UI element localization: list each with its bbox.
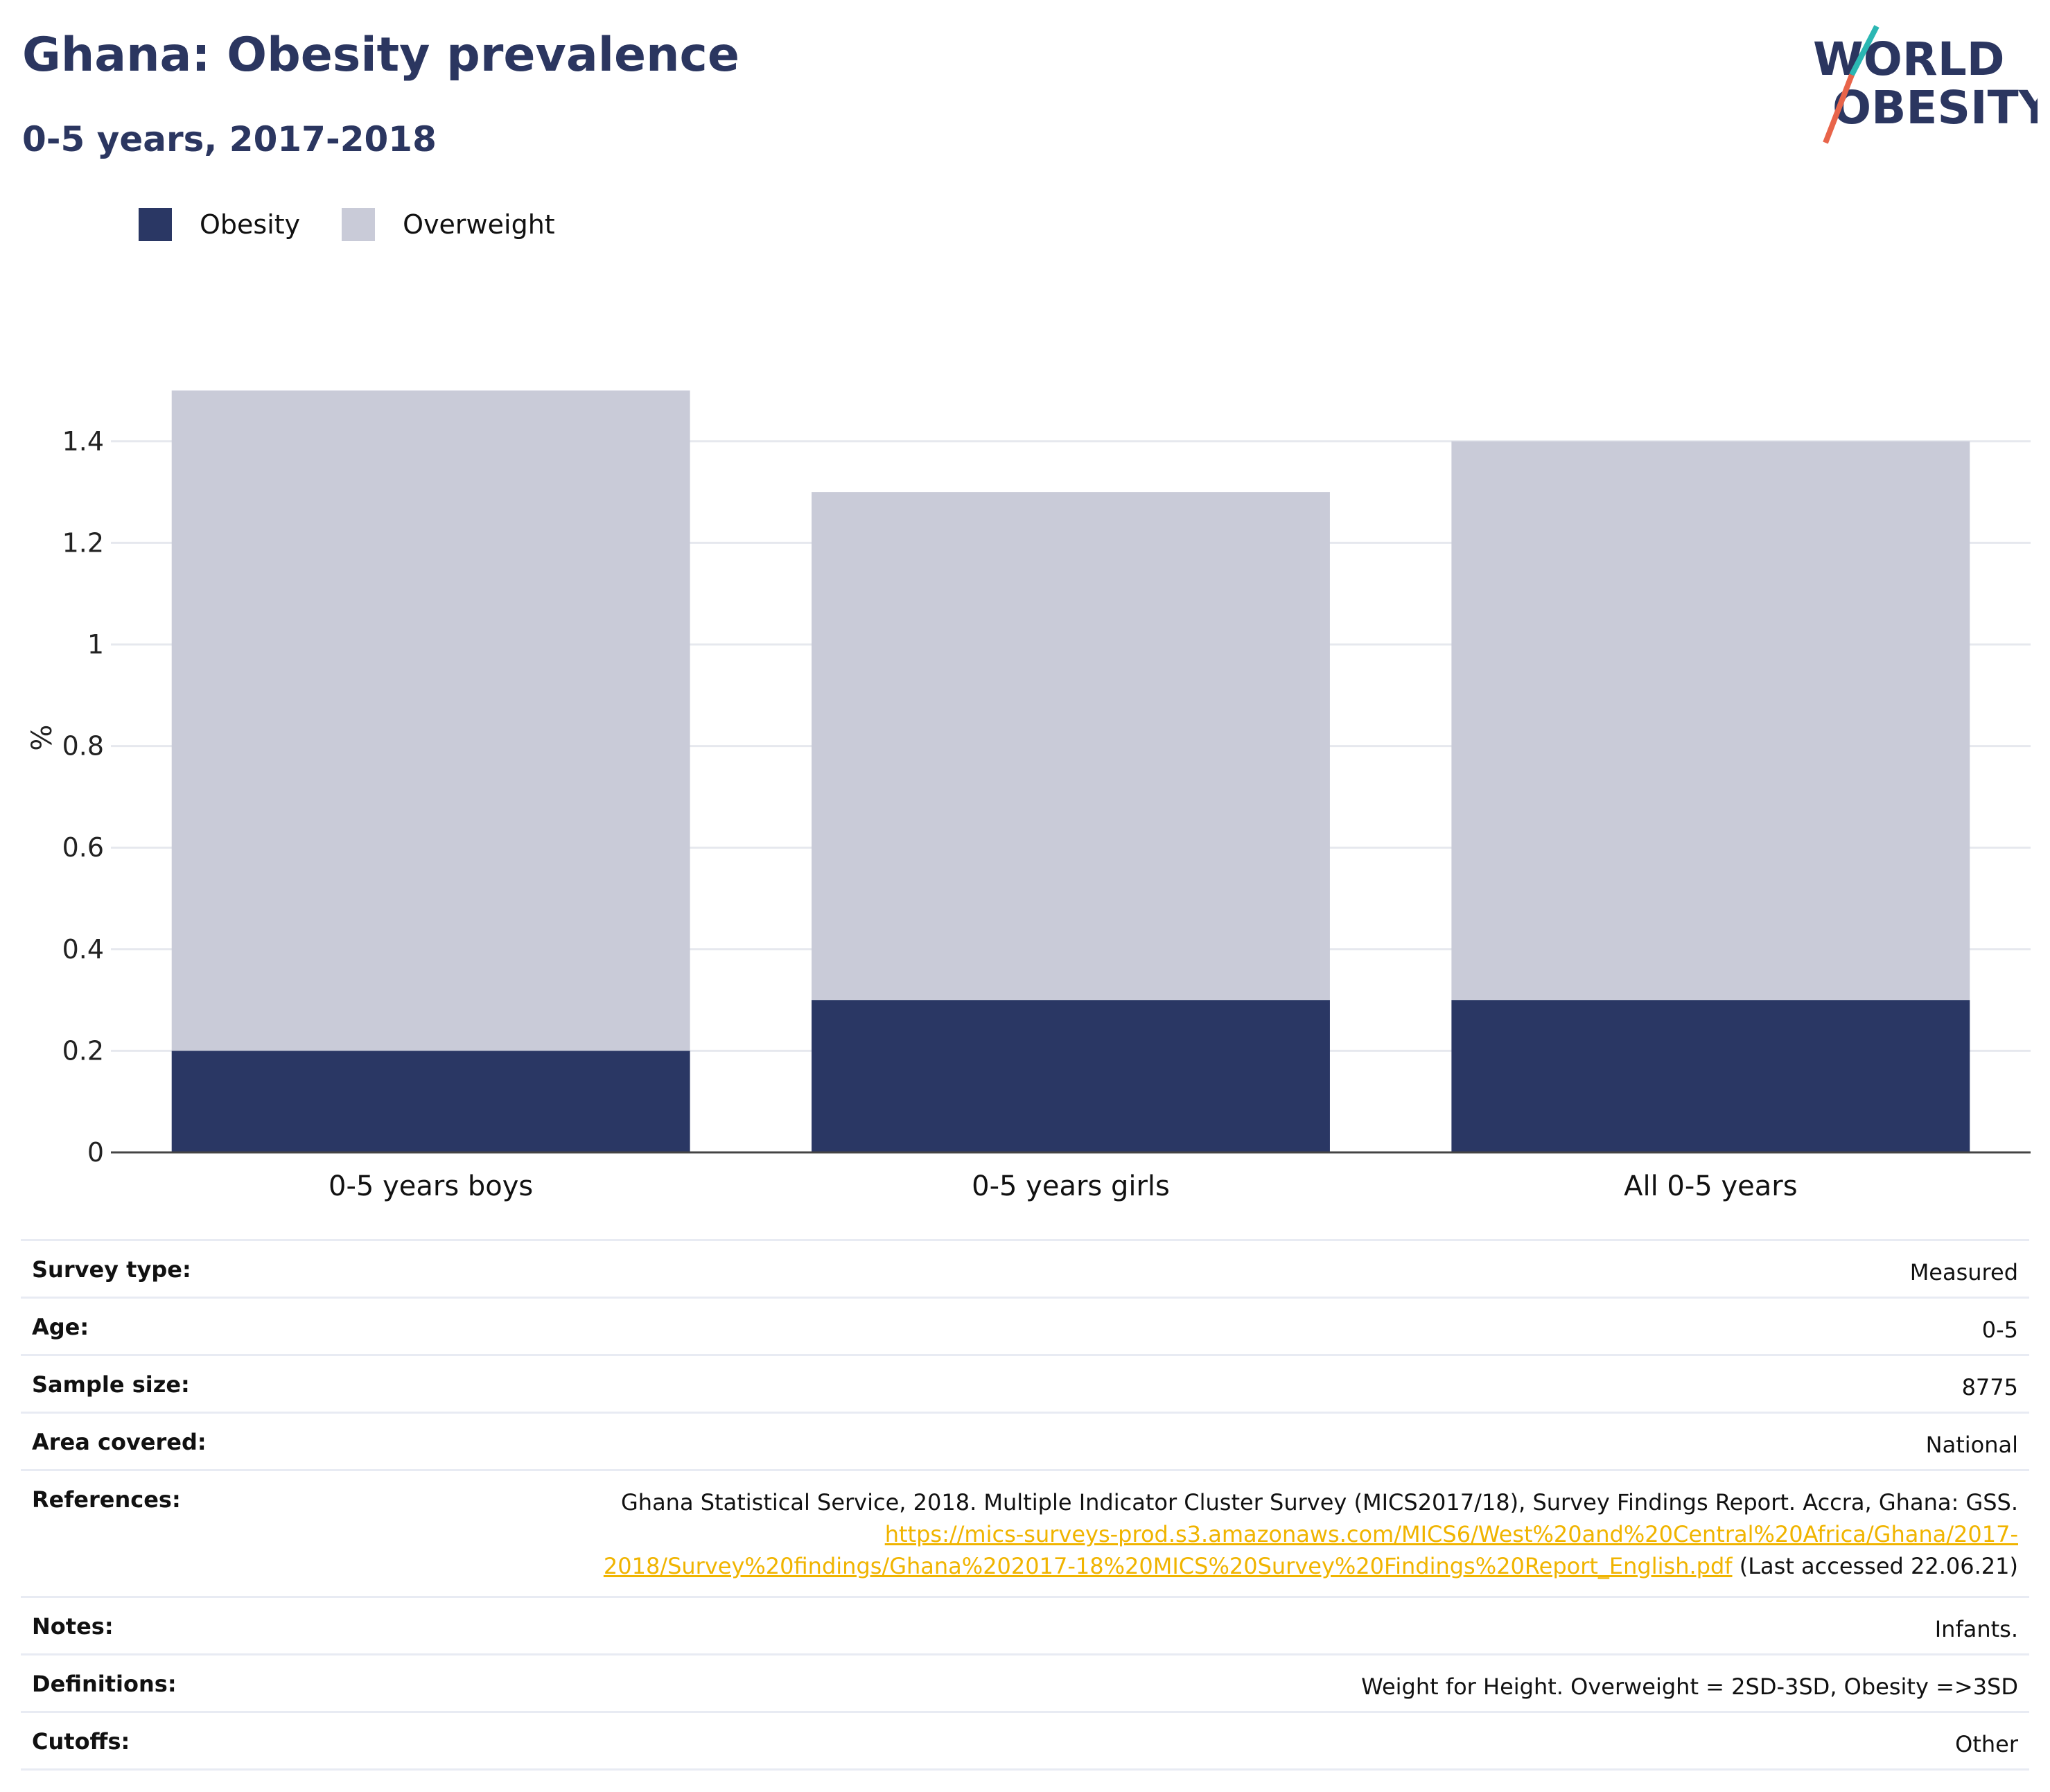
bar-obesity: [1451, 1000, 1970, 1152]
bar-overweight: [812, 492, 1330, 1001]
y-tick-label: 0.8: [62, 731, 104, 762]
info-row-definitions: Definitions: Weight for Height. Overweig…: [21, 1653, 2029, 1711]
references-accessed: (Last accessed 22.06.21): [1739, 1553, 2018, 1579]
info-value: National: [1925, 1432, 2018, 1458]
bar-overweight: [171, 390, 690, 1051]
info-row-cutoffs: Cutoffs: Other: [21, 1711, 2029, 1771]
info-key: Survey type:: [32, 1256, 191, 1283]
references-link-line1[interactable]: https://mics-surveys-prod.s3.amazonaws.c…: [884, 1521, 2018, 1547]
info-row-age: Age: 0-5: [21, 1297, 2029, 1354]
legend-label-obesity: Obesity: [200, 209, 301, 240]
y-tick-label: 1.2: [62, 527, 104, 558]
world-obesity-logo: WORLD OBESITY: [1813, 25, 2038, 144]
info-value: Infants.: [1934, 1616, 2018, 1642]
info-row-area-covered: Area covered: National: [21, 1412, 2029, 1469]
bar-obesity: [812, 1000, 1330, 1152]
y-tick-label: 0.2: [62, 1035, 104, 1066]
info-value: Weight for Height. Overweight = 2SD-3SD,…: [1361, 1674, 2018, 1700]
legend-label-overweight: Overweight: [403, 209, 555, 240]
references-link-line2[interactable]: 2018/Survey%20findings/Ghana%202017-18%2…: [603, 1553, 1733, 1579]
page-title: Ghana: Obesity prevalence: [22, 28, 739, 82]
x-tick-label: All 0-5 years: [1624, 1170, 1797, 1202]
y-tick-label: 1: [87, 629, 104, 660]
info-key: Definitions:: [32, 1671, 177, 1697]
logo-slash-coral: [1823, 73, 1855, 144]
info-key: Area covered:: [32, 1429, 207, 1455]
info-value: 8775: [1961, 1374, 2018, 1400]
info-key: References:: [32, 1486, 181, 1513]
info-value: Other: [1955, 1731, 2018, 1757]
y-axis-label: %: [26, 725, 58, 751]
y-tick-label: 0.6: [62, 832, 104, 863]
page-subtitle: 0-5 years, 2017-2018: [22, 119, 437, 159]
references-value: Ghana Statistical Service, 2018. Multipl…: [604, 1471, 2018, 1596]
info-row-references: References: Ghana Statistical Service, 2…: [21, 1469, 2029, 1596]
y-tick-label: 1.4: [62, 426, 104, 457]
logo-line1: WORLD: [1813, 33, 2005, 86]
survey-info-table: Survey type: Measured Age: 0-5 Sample si…: [21, 1239, 2029, 1771]
info-value: 0-5: [1981, 1317, 2018, 1343]
info-value: Measured: [1909, 1259, 2018, 1285]
x-tick-label: 0-5 years boys: [328, 1170, 533, 1202]
info-row-notes: Notes: Infants.: [21, 1596, 2029, 1653]
y-tick-label: 0.4: [62, 934, 104, 965]
chart-legend: Obesity Overweight: [139, 205, 597, 244]
references-text: Ghana Statistical Service, 2018. Multipl…: [620, 1489, 2018, 1516]
info-key: Cutoffs:: [32, 1728, 130, 1755]
bar-chart: 0 0.2 0.4 0.6 0.8 1 1.2 1.4% 0-5 years boys 0-5 y…: [26, 390, 2031, 1202]
bar-overweight: [1451, 441, 1970, 1001]
info-key: Sample size:: [32, 1371, 190, 1398]
x-tick-label: 0-5 years girls: [972, 1170, 1170, 1202]
legend-item-overweight[interactable]: Overweight: [342, 208, 555, 241]
info-key: Age:: [32, 1314, 89, 1340]
info-key: Notes:: [32, 1613, 114, 1640]
legend-item-obesity[interactable]: Obesity: [139, 208, 300, 241]
logo-line2: OBESITY: [1832, 81, 2038, 134]
bar-obesity: [171, 1051, 690, 1152]
legend-swatch-obesity: [139, 208, 172, 241]
legend-swatch-overweight: [342, 208, 376, 241]
logo-slash-teal: [1849, 25, 1880, 76]
info-row-survey-type: Survey type: Measured: [21, 1239, 2029, 1297]
y-tick-label: 0: [87, 1137, 104, 1168]
info-row-sample-size: Sample size: 8775: [21, 1354, 2029, 1412]
